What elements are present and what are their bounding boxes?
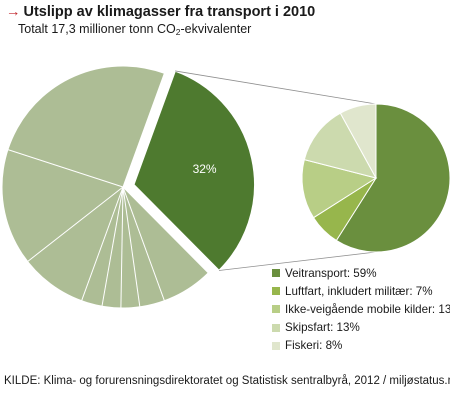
subtitle-suffix: -ekvivalenter [180,22,252,36]
legend-swatch [272,305,280,314]
detail-pie [301,103,450,253]
connector-lines [175,70,377,271]
highlight-percent-label: 32% [193,162,217,176]
legend: Veitransport: 59% Luftfart, inkludert mil… [272,264,450,355]
legend-label: Fiskeri: 8% [285,339,343,353]
source-note: KILDE: Klima- og forurensningsdirektorat… [4,375,450,387]
main-pie-divider [122,186,141,307]
legend-item: Fiskeri: 8% [272,337,450,355]
legend-item: Ikke-veigående mobile kilder: 13% [272,300,450,318]
legend-swatch [272,323,280,332]
main-pie-divider [122,186,165,301]
legend-label: Luftfart, inkludert militær: 7% [285,284,433,298]
detail-pie-slice-3 [301,158,378,219]
legend-item: Luftfart, inkludert militær: 7% [272,282,450,300]
legend-label: Skipsfart: 13% [285,321,360,335]
legend-swatch [272,287,280,296]
main-pie-divider [81,186,124,301]
detail-pie-slice-4 [303,112,377,179]
chart-subtitle: Totalt 17,3 millioner tonn CO2-ekvivalen… [18,22,251,37]
main-pie-divider [101,186,124,307]
legend-label: Ikke-veigående mobile kilder: 13% [285,302,450,316]
main-pie [1,65,256,309]
main-pie-divider [7,149,124,188]
legend-item: Skipsfart: 13% [272,319,450,337]
connector-line [175,70,377,105]
connector-line [218,251,377,271]
main-pie-divider [120,186,124,308]
legend-item: Veitransport: 59% [272,264,450,282]
main-pie-rest-slice [1,65,209,309]
legend-label: Veitransport: 59% [285,266,377,280]
arrow-right-icon: → [6,4,21,20]
chart-title-row: → Utslipp av klimagasser fra transport i … [6,4,315,20]
subtitle-text: Totalt 17,3 millioner tonn CO [18,22,176,36]
subtitle-subscript: 2 [175,27,181,37]
legend-swatch [272,269,280,278]
detail-pie-slice-1 [335,103,450,253]
detail-pie-slice-5 [339,103,377,179]
legend-swatch [272,341,280,350]
chart-title: Utslipp av klimagasser fra transport i 2… [23,4,316,20]
main-pie-divider [27,186,124,262]
main-pie-highlight-slice [132,69,256,272]
